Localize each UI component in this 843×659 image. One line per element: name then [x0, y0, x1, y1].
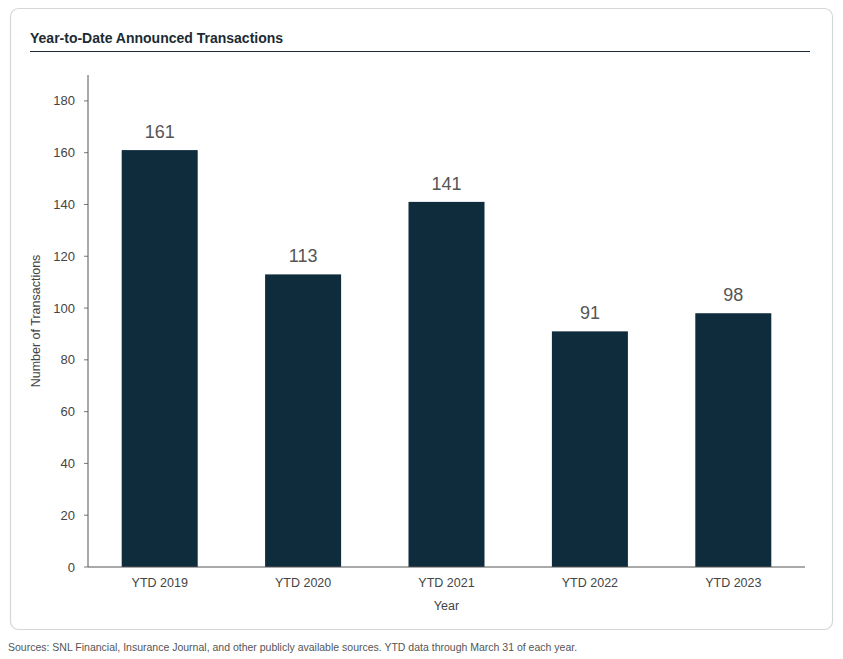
y-tick — [84, 515, 88, 516]
chart: Year-to-Date Announced Transactions 0 20 40… — [0, 0, 843, 659]
x-tick-label: YTD 2019 — [132, 576, 188, 590]
y-tick — [84, 567, 88, 568]
title-rule — [30, 51, 810, 52]
y-axis — [88, 75, 89, 567]
data-label: 113 — [289, 246, 318, 266]
y-tick-label: 120 — [53, 249, 75, 264]
x-tick-label: YTD 2022 — [562, 576, 618, 590]
y-tick-label: 40 — [61, 456, 75, 471]
bar — [552, 331, 628, 567]
bar — [695, 313, 771, 567]
title: Year-to-Date Announced Transactions — [30, 30, 283, 46]
bar — [122, 150, 198, 567]
y-tick — [84, 256, 88, 257]
y-tick — [84, 100, 88, 101]
y-tick-label: 160 — [53, 145, 75, 160]
y-tick-label: 0 — [68, 560, 75, 575]
bars — [122, 150, 772, 567]
data-label: 91 — [580, 303, 600, 323]
x-tick-label: YTD 2020 — [275, 576, 331, 590]
x-axis — [88, 567, 805, 568]
y-tick-label: 140 — [53, 197, 75, 212]
y-axis-label: Number of Transactions — [29, 255, 43, 388]
data-label: 98 — [723, 285, 743, 305]
source-note: Sources: SNL Financial, Insurance Journa… — [8, 641, 577, 653]
y-tick — [84, 359, 88, 360]
y-tick — [84, 463, 88, 464]
y-tick — [84, 204, 88, 205]
x-axis-label: Year — [434, 599, 459, 613]
y-tick — [84, 152, 88, 153]
y-tick — [84, 411, 88, 412]
y-tick-label: 80 — [61, 352, 75, 367]
y-tick — [84, 308, 88, 309]
y-tick-label: 60 — [61, 404, 75, 419]
bar — [408, 202, 484, 567]
card — [11, 9, 833, 630]
y-tick-label: 100 — [53, 301, 75, 316]
x-tick-label: YTD 2021 — [418, 576, 474, 590]
y-tick-label: 180 — [53, 93, 75, 108]
data-label: 141 — [431, 174, 461, 194]
y-tick-label: 20 — [61, 508, 75, 523]
x-tick-label: YTD 2023 — [705, 576, 761, 590]
data-label: 161 — [145, 122, 175, 142]
bar — [265, 274, 341, 567]
